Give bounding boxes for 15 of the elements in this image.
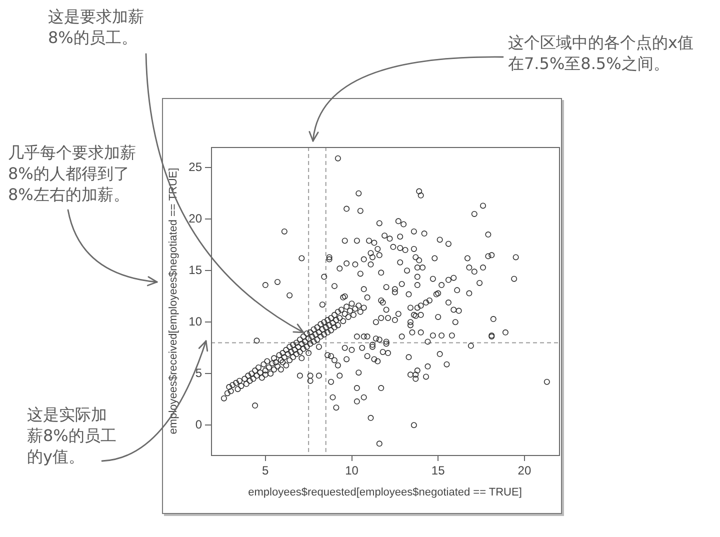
text: 这是实际加薪8%的员工的y值。 — [27, 405, 116, 466]
y-tick-label: 25 — [188, 160, 202, 174]
y-tick-label: 15 — [188, 262, 202, 277]
text: 几乎每个要求加薪8%的人都得到了8%左右的加薪。 — [8, 143, 136, 204]
annotation: 这是要求加薪8%的员工。 — [48, 7, 144, 48]
x-tick-label: 20 — [518, 464, 532, 478]
x-axis-title: employees$requested[employees$negotiated == TRUE] — [248, 486, 522, 498]
y-tick-label: 20 — [188, 211, 202, 226]
x-tick-label: 15 — [431, 464, 446, 478]
y-tick-label: 0 — [195, 417, 202, 432]
y-tick-label: 5 — [195, 366, 202, 380]
x-tick-label: 10 — [345, 464, 359, 478]
y-tick-label: 10 — [188, 314, 202, 328]
x-tick-label: 5 — [262, 464, 270, 478]
text: 这个区域中的各个点的x值在7.5%至8.5%之间。 — [508, 33, 694, 74]
